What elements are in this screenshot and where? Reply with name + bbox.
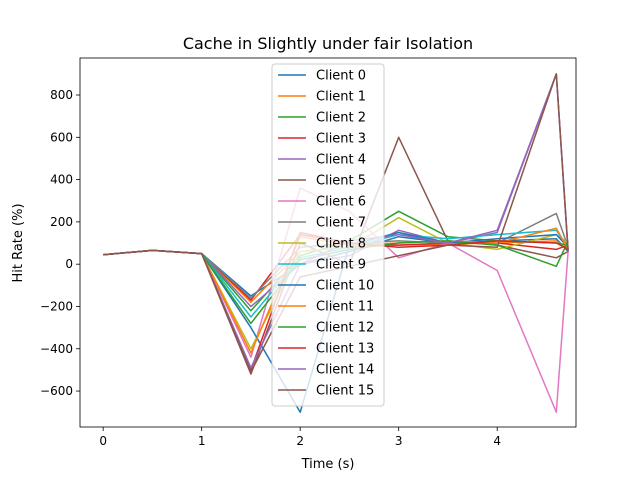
legend-label-client-7: Client 7 (316, 216, 366, 231)
legend-label-client-6: Client 6 (316, 195, 366, 210)
y-tick-label: −600 (40, 384, 73, 398)
legend-label-client-8: Client 8 (316, 237, 366, 252)
y-tick-label: 600 (50, 130, 73, 144)
y-tick-label: 400 (50, 173, 73, 187)
legend-label-client-15: Client 15 (316, 384, 374, 399)
x-tick-label: 3 (395, 434, 403, 448)
legend[interactable]: Client 0 Client 1 Client 2 Client 3 Client 4… (271, 63, 385, 407)
legend-label-client-12: Client 12 (316, 321, 374, 336)
legend-label-client-14: Client 14 (316, 363, 374, 378)
x-tick-label: 2 (296, 434, 304, 448)
y-tick-label: 200 (50, 215, 73, 229)
y-tick-label: −200 (40, 299, 73, 313)
y-axis: −600 −400 −200 0 200 400 600 800 (40, 88, 80, 398)
x-axis: 0 1 2 3 4 (99, 427, 501, 448)
x-axis-label: Time (s) (301, 457, 355, 472)
y-tick-label: 0 (65, 257, 73, 271)
legend-label-client-10: Client 10 (316, 279, 374, 294)
x-tick-label: 4 (493, 434, 501, 448)
legend-label-client-13: Client 13 (316, 342, 374, 357)
x-tick-label: 1 (198, 434, 206, 448)
y-tick-label: 800 (50, 88, 73, 102)
x-tick-label: 0 (99, 434, 107, 448)
legend-label-client-5: Client 5 (316, 174, 366, 189)
legend-label-client-0: Client 0 (316, 69, 366, 84)
legend-label-client-11: Client 11 (316, 300, 374, 315)
y-tick-label: −400 (40, 342, 73, 356)
legend-label-client-4: Client 4 (316, 153, 366, 168)
chart-title: Cache in Slightly under fair Isolation (183, 34, 473, 53)
legend-label-client-1: Client 1 (316, 90, 366, 105)
axes-frame (79, 57, 577, 428)
legend-label-client-9: Client 9 (316, 258, 366, 273)
legend-box (271, 63, 385, 407)
legend-label-client-2: Client 2 (316, 111, 366, 126)
y-axis-label: Hit Rate (%) (11, 203, 26, 282)
legend-label-client-3: Client 3 (316, 132, 366, 147)
